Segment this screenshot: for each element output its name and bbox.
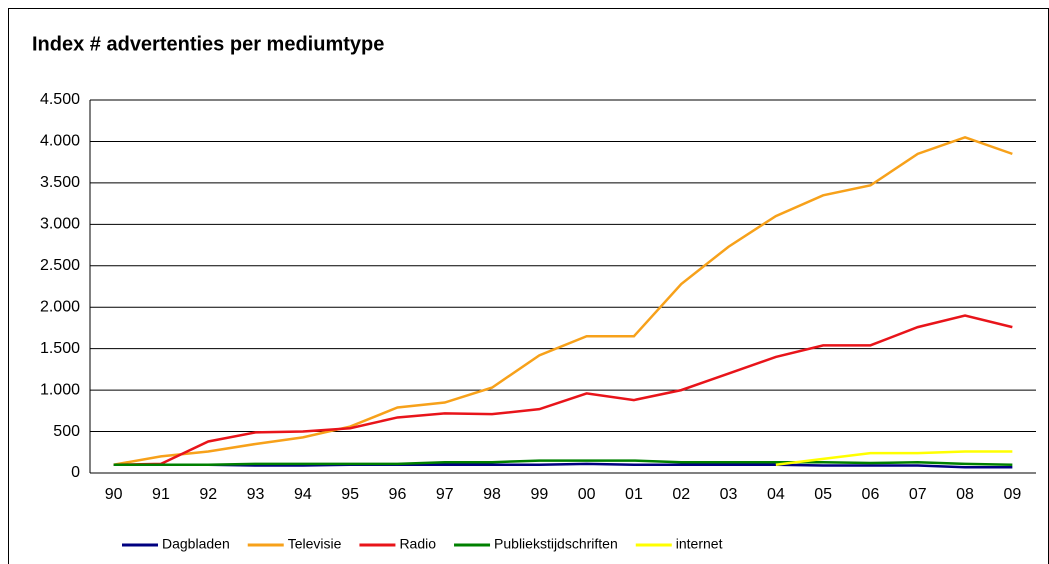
x-tick-label: 91 [152, 486, 170, 503]
series-line [775, 450, 1013, 466]
x-tick-label: 04 [767, 486, 785, 503]
x-tick-label: 03 [720, 486, 738, 503]
x-tick-label: 06 [862, 486, 880, 503]
x-tick-label: 09 [1003, 486, 1021, 503]
y-tick-label: 1.500 [40, 340, 80, 357]
x-tick-label: 01 [625, 486, 643, 503]
x-tick-label: 90 [105, 486, 123, 503]
x-tick-label: 97 [436, 486, 454, 503]
legend-label: Dagbladen [162, 536, 230, 552]
y-tick-label: 3.500 [40, 174, 80, 191]
y-tick-label: 4.000 [40, 133, 80, 150]
x-tick-label: 08 [956, 486, 974, 503]
y-tick-label: 1.000 [40, 381, 80, 398]
series-line [113, 314, 1013, 466]
x-tick-label: 00 [578, 486, 596, 503]
x-tick-label: 99 [530, 486, 548, 503]
y-tick-label: 2.000 [40, 298, 80, 315]
y-tick-label: 0 [71, 464, 80, 481]
x-tick-label: 96 [389, 486, 407, 503]
legend-label: internet [676, 536, 723, 552]
series-line [113, 459, 1013, 466]
x-tick-label: 05 [814, 486, 832, 503]
x-tick-label: 92 [199, 486, 217, 503]
legend-label: Televisie [288, 536, 342, 552]
chart-title: Index # advertenties per mediumtype [32, 33, 384, 55]
series-line [113, 135, 1013, 466]
y-tick-label: 2.500 [40, 257, 80, 274]
x-tick-label: 98 [483, 486, 501, 503]
x-tick-label: 94 [294, 486, 312, 503]
x-tick-label: 93 [247, 486, 265, 503]
y-tick-label: 500 [53, 423, 80, 440]
y-tick-label: 4.500 [40, 91, 80, 108]
x-tick-label: 95 [341, 486, 359, 503]
x-tick-label: 07 [909, 486, 927, 503]
legend-label: Radio [399, 536, 436, 552]
chart-border [8, 8, 1049, 564]
x-tick-label: 02 [672, 486, 690, 503]
legend-label: Publiekstijdschriften [494, 536, 618, 552]
y-tick-label: 3.000 [40, 216, 80, 233]
series-line [113, 462, 1013, 469]
